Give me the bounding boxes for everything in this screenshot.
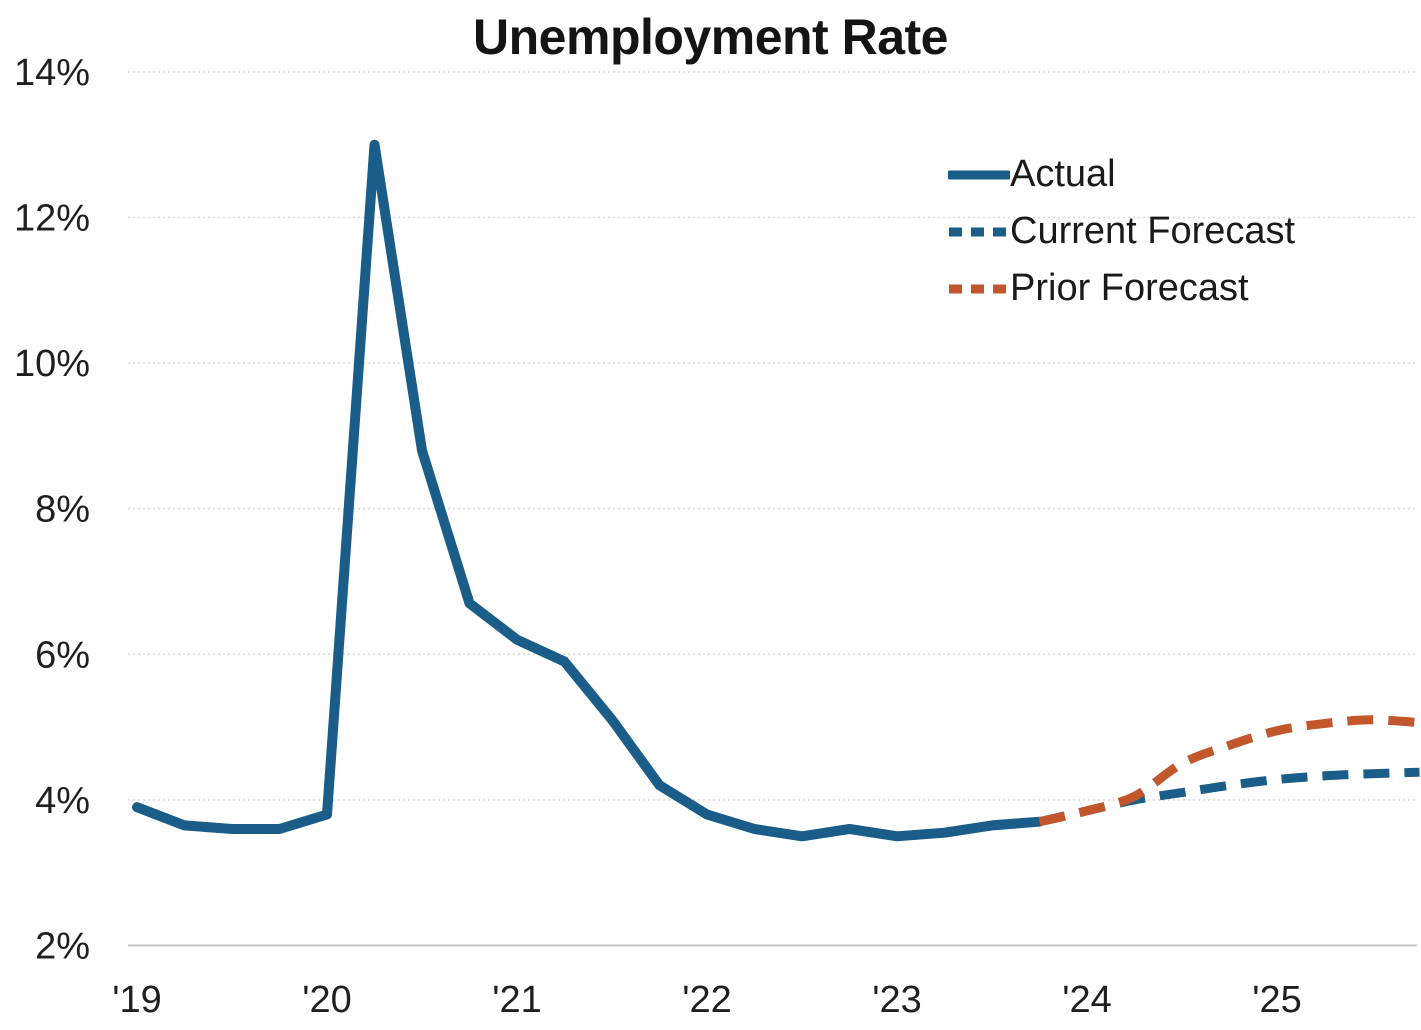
y-tick-label: 4% [35,780,90,822]
legend-label-current-forecast: Current Forecast [1010,210,1296,252]
y-tick-label: 6% [35,634,90,676]
series-line-prior-forecast [1038,715,1420,827]
legend-item-current-forecast: Current Forecast [948,203,1295,260]
x-tick-label: '25 [1252,979,1302,1021]
legend-swatch-dashed-orange-line [949,284,1010,293]
x-tick-label: '21 [492,979,542,1021]
y-tick-label: 10% [14,343,90,385]
series-line-current-forecast [1038,767,1420,827]
x-tick-label: '22 [682,979,732,1021]
y-tick-label: 2% [35,926,90,968]
legend-swatch-dashed-blue-line [949,227,1010,236]
legend-item-actual: Actual [948,146,1295,203]
y-tick-label: 8% [35,489,90,531]
legend: Actual Current Forecast Prior Forecast [948,146,1295,317]
legend-swatch-solid-line [948,170,1010,179]
legend-item-prior-forecast: Prior Forecast [948,260,1295,317]
x-tick-label: '20 [302,979,352,1021]
chart-title: Unemployment Rate [473,9,948,65]
legend-label-prior-forecast: Prior Forecast [1010,267,1249,309]
y-tick-label: 14% [14,52,90,94]
legend-label-actual: Actual [1010,153,1116,195]
x-tick-label: '19 [112,979,162,1021]
y-tick-label: 12% [14,198,90,240]
series-line-actual [132,139,1045,842]
x-tick-label: '23 [872,979,922,1021]
x-tick-label: '24 [1062,979,1112,1021]
